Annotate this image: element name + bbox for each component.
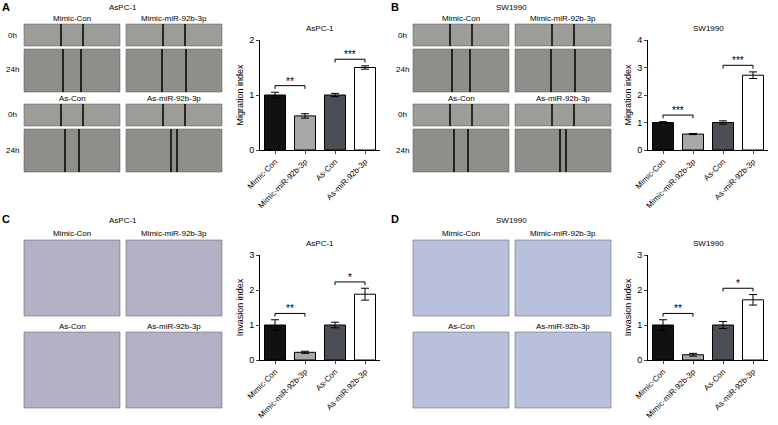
- svg-text:*: *: [736, 278, 740, 289]
- svg-text:SW1990: SW1990: [693, 24, 724, 33]
- svg-text:As-miR-92b-3p: As-miR-92b-3p: [536, 322, 590, 331]
- svg-text:Mimic-miR-92b-3p: Mimic-miR-92b-3p: [257, 367, 310, 420]
- svg-text:2: 2: [249, 35, 254, 45]
- svg-text:2: 2: [637, 285, 642, 295]
- svg-text:Mimic-Con: Mimic-Con: [246, 157, 279, 190]
- svg-text:24h: 24h: [396, 146, 409, 155]
- svg-text:24h: 24h: [6, 65, 19, 74]
- svg-text:As-miR-92b-3p: As-miR-92b-3p: [536, 94, 590, 103]
- svg-text:0: 0: [637, 355, 642, 365]
- svg-text:0h: 0h: [8, 110, 17, 119]
- svg-text:3: 3: [637, 250, 642, 260]
- svg-text:As-miR-92b-3p: As-miR-92b-3p: [713, 367, 758, 412]
- svg-text:Mimic-Con: Mimic-Con: [634, 157, 667, 190]
- svg-text:Mimic-Con: Mimic-Con: [442, 229, 480, 238]
- svg-text:Mimic-miR-92b-3p: Mimic-miR-92b-3p: [530, 229, 596, 238]
- svg-text:Mimic-Con: Mimic-Con: [442, 14, 480, 23]
- svg-text:Mimic-miR-92b-3p: Mimic-miR-92b-3p: [530, 14, 596, 23]
- svg-text:As-Con: As-Con: [448, 94, 475, 103]
- svg-text:Mimic-miR-92b-3p: Mimic-miR-92b-3p: [645, 367, 698, 420]
- svg-text:0: 0: [249, 355, 254, 365]
- svg-text:Migration index: Migration index: [235, 64, 245, 126]
- svg-text:Mimic-Con: Mimic-Con: [53, 229, 91, 238]
- svg-text:1: 1: [249, 320, 254, 330]
- svg-text:Mimic-miR-92b-3p: Mimic-miR-92b-3p: [645, 157, 698, 210]
- svg-text:SW1990: SW1990: [496, 216, 527, 225]
- svg-text:1: 1: [249, 90, 254, 100]
- svg-text:*: *: [348, 272, 352, 283]
- svg-text:0h: 0h: [398, 31, 407, 40]
- svg-text:2: 2: [637, 90, 642, 100]
- svg-text:As-Con: As-Con: [448, 322, 475, 331]
- svg-text:As-miR-92b-3p: As-miR-92b-3p: [325, 157, 370, 202]
- svg-text:Mimic-Con: Mimic-Con: [53, 14, 91, 23]
- svg-text:As-miR-92b-3p: As-miR-92b-3p: [713, 157, 758, 202]
- svg-text:AsPC-1: AsPC-1: [306, 24, 334, 33]
- svg-text:As-miR-92b-3p: As-miR-92b-3p: [147, 94, 201, 103]
- svg-text:4: 4: [637, 35, 642, 45]
- svg-text:As-Con: As-Con: [314, 157, 339, 182]
- svg-text:AsPC-1: AsPC-1: [109, 3, 137, 12]
- svg-text:Invasion index: Invasion index: [623, 278, 633, 336]
- svg-text:SW1990: SW1990: [693, 239, 724, 248]
- svg-text:1: 1: [637, 320, 642, 330]
- svg-text:As-Con: As-Con: [702, 367, 727, 392]
- svg-text:SW1990: SW1990: [496, 3, 527, 12]
- svg-text:0: 0: [637, 145, 642, 155]
- svg-text:D: D: [391, 213, 399, 225]
- svg-text:**: **: [286, 303, 294, 314]
- svg-text:Mimic-miR-92b-3p: Mimic-miR-92b-3p: [141, 14, 207, 23]
- svg-text:0h: 0h: [8, 31, 17, 40]
- svg-text:Mimic-miR-92b-3p: Mimic-miR-92b-3p: [141, 229, 207, 238]
- svg-text:0h: 0h: [398, 110, 407, 119]
- svg-text:As-Con: As-Con: [59, 322, 86, 331]
- svg-text:C: C: [2, 213, 10, 225]
- svg-text:As-Con: As-Con: [59, 94, 86, 103]
- svg-text:***: ***: [672, 105, 684, 116]
- svg-text:Invasion index: Invasion index: [235, 278, 245, 336]
- svg-text:2: 2: [249, 285, 254, 295]
- svg-text:Mimic-miR-92b-3p: Mimic-miR-92b-3p: [257, 157, 310, 210]
- svg-text:Mimic-Con: Mimic-Con: [246, 367, 279, 400]
- svg-text:24h: 24h: [396, 65, 409, 74]
- svg-text:***: ***: [344, 49, 356, 60]
- svg-text:**: **: [674, 303, 682, 314]
- svg-text:0: 0: [249, 145, 254, 155]
- svg-text:AsPC-1: AsPC-1: [306, 239, 334, 248]
- svg-text:As-miR-92b-3p: As-miR-92b-3p: [147, 322, 201, 331]
- svg-text:AsPC-1: AsPC-1: [109, 216, 137, 225]
- svg-text:As-Con: As-Con: [702, 157, 727, 182]
- svg-text:As-Con: As-Con: [314, 367, 339, 392]
- svg-text:As-miR-92b-3p: As-miR-92b-3p: [325, 367, 370, 412]
- svg-text:1: 1: [637, 118, 642, 128]
- svg-text:A: A: [2, 1, 10, 13]
- svg-text:***: ***: [732, 55, 744, 66]
- svg-text:Mimic-Con: Mimic-Con: [634, 367, 667, 400]
- svg-text:**: **: [286, 76, 294, 87]
- svg-text:B: B: [391, 1, 399, 13]
- svg-text:3: 3: [637, 63, 642, 73]
- svg-text:Migration index: Migration index: [623, 64, 633, 126]
- svg-text:24h: 24h: [6, 146, 19, 155]
- svg-text:3: 3: [249, 250, 254, 260]
